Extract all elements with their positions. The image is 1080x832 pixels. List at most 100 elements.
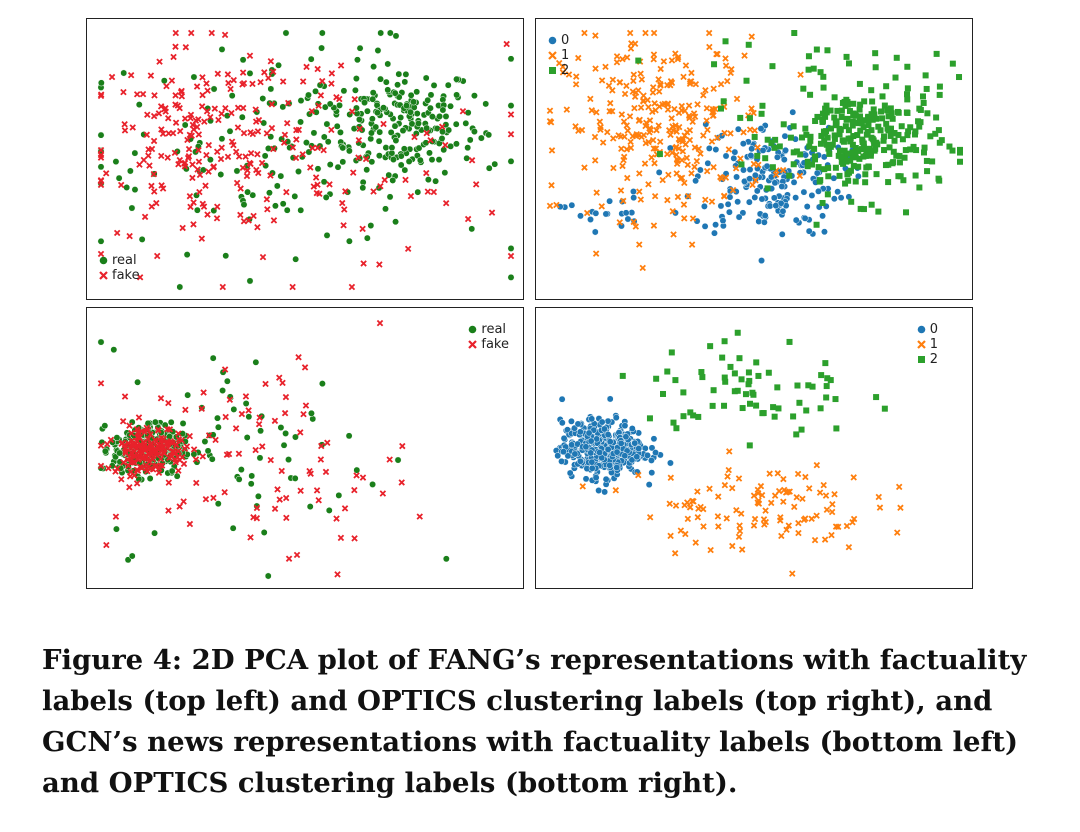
data-point	[683, 128, 691, 136]
data-point	[868, 127, 875, 134]
data-point	[103, 541, 110, 549]
data-point	[695, 145, 703, 153]
data-point	[746, 175, 754, 183]
data-point	[387, 128, 395, 136]
data-point	[131, 186, 139, 194]
data-point	[854, 132, 861, 139]
data-point	[843, 96, 850, 103]
data-point	[164, 444, 172, 452]
data-point	[885, 179, 892, 186]
data-point	[920, 99, 927, 106]
data-point	[833, 425, 840, 432]
data-point	[178, 436, 185, 444]
data-point	[695, 505, 702, 512]
data-point	[198, 235, 206, 242]
data-point	[139, 445, 146, 452]
data-point	[719, 217, 727, 225]
data-point	[320, 133, 328, 141]
data-point	[126, 422, 133, 429]
data-point	[881, 147, 888, 154]
data-point	[370, 188, 377, 195]
data-point	[675, 109, 683, 117]
data-point	[751, 133, 758, 140]
data-point	[282, 494, 290, 502]
data-point	[210, 494, 217, 502]
data-point	[703, 104, 711, 112]
data-point	[701, 222, 709, 230]
data-point	[645, 138, 652, 146]
data-point	[688, 241, 696, 248]
data-point	[442, 121, 450, 129]
plot-area	[97, 319, 450, 580]
data-point	[650, 435, 658, 443]
data-point	[890, 159, 897, 166]
data-point	[820, 73, 827, 80]
data-point	[281, 131, 289, 139]
data-point	[872, 145, 879, 152]
data-point	[275, 61, 282, 69]
data-point	[572, 81, 580, 88]
data-point	[416, 513, 423, 520]
data-point	[743, 77, 750, 84]
data-point	[337, 534, 345, 542]
data-point	[770, 194, 778, 202]
data-point	[375, 137, 383, 145]
data-point	[583, 209, 591, 217]
data-point	[900, 177, 907, 184]
data-point	[345, 147, 353, 155]
data-point	[715, 493, 722, 500]
data-point	[884, 107, 891, 114]
data-point	[176, 503, 183, 510]
data-point	[601, 488, 609, 496]
data-point	[452, 120, 460, 128]
data-point	[317, 92, 325, 99]
data-point	[826, 150, 833, 157]
data-point	[667, 474, 675, 482]
data-point	[684, 515, 692, 523]
data-point	[838, 107, 845, 114]
data-point	[684, 161, 692, 169]
data-point	[919, 93, 926, 100]
data-point	[558, 419, 566, 427]
data-point	[453, 75, 461, 83]
data-point	[656, 138, 664, 145]
data-point	[859, 136, 866, 143]
data-point	[412, 130, 420, 137]
data-point	[587, 95, 594, 103]
data-point	[141, 213, 149, 221]
data-point	[883, 83, 890, 90]
data-point	[664, 106, 672, 113]
data-point	[351, 535, 358, 542]
data-point	[706, 43, 713, 51]
data-point	[187, 203, 194, 211]
data-point	[252, 106, 259, 113]
data-point	[190, 73, 198, 81]
data-point	[754, 152, 761, 159]
data-point	[97, 131, 105, 139]
data-point	[195, 116, 202, 123]
data-point	[353, 472, 360, 479]
data-point	[836, 131, 843, 138]
data-point	[872, 64, 879, 71]
data-point	[808, 515, 815, 523]
data-point	[491, 160, 499, 168]
data-point	[233, 179, 241, 187]
data-point	[265, 189, 273, 197]
data-point	[428, 156, 436, 164]
data-point	[828, 531, 835, 539]
data-point	[813, 169, 821, 177]
plot-area	[546, 29, 963, 272]
data-point	[402, 70, 410, 78]
data-point	[380, 120, 387, 128]
data-point	[819, 212, 827, 220]
data-point	[186, 432, 193, 440]
data-point	[203, 108, 211, 115]
data-point	[394, 81, 402, 89]
data-point	[361, 99, 368, 107]
data-point	[891, 137, 898, 144]
data-point	[97, 177, 105, 184]
data-point	[667, 532, 674, 540]
data-point	[881, 133, 888, 140]
data-point	[384, 60, 392, 68]
data-point	[896, 152, 903, 159]
